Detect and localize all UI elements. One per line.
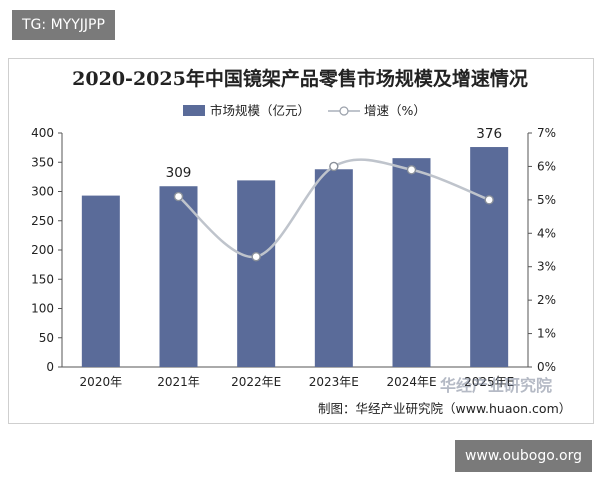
tag-label: TG: MYYJJPP bbox=[12, 10, 115, 40]
y-left-tick-label: 400 bbox=[31, 126, 54, 140]
bar bbox=[237, 180, 276, 367]
bar bbox=[81, 195, 120, 367]
chart-credit: 制图：华经产业研究院（www.huaon.com） bbox=[318, 401, 572, 416]
y-right-tick-label: 0% bbox=[537, 360, 556, 374]
y-left-tick-label: 150 bbox=[31, 272, 54, 286]
x-tick-label: 2021年 bbox=[157, 375, 200, 389]
bar bbox=[314, 169, 353, 367]
y-right-tick-label: 5% bbox=[537, 193, 556, 207]
y-left-tick-label: 250 bbox=[31, 214, 54, 228]
bar bbox=[392, 158, 431, 367]
x-tick-label: 2025年E bbox=[464, 375, 514, 389]
legend-marker-line bbox=[339, 106, 349, 116]
y-left-tick-label: 350 bbox=[31, 155, 54, 169]
y-left-tick-label: 300 bbox=[31, 185, 54, 199]
y-right-tick-label: 1% bbox=[537, 327, 556, 341]
x-tick-label: 2022年E bbox=[231, 375, 281, 389]
y-left-tick-label: 100 bbox=[31, 302, 54, 316]
y-right-tick-label: 7% bbox=[537, 126, 556, 140]
y-right-tick-label: 2% bbox=[537, 293, 556, 307]
watermark-bottom: www.oubogo.org bbox=[454, 440, 592, 472]
growth-point bbox=[484, 195, 494, 205]
bar bbox=[470, 147, 509, 367]
y-right-tick-label: 4% bbox=[537, 226, 556, 240]
bar bbox=[159, 186, 198, 367]
growth-point bbox=[406, 165, 417, 175]
y-left-tick-label: 0 bbox=[46, 360, 54, 374]
y-right-tick-label: 3% bbox=[537, 260, 556, 274]
legend-label-line: 增速（%） bbox=[364, 103, 426, 118]
x-tick-label: 2024年E bbox=[386, 375, 436, 389]
watermark-center: 华经产业研究院 bbox=[440, 376, 553, 395]
growth-point bbox=[329, 161, 339, 172]
y-left-tick-label: 50 bbox=[39, 331, 54, 345]
legend-label-bar: 市场规模（亿元） bbox=[210, 103, 310, 118]
legend-swatch-bar bbox=[183, 105, 205, 116]
x-tick-label: 2020年 bbox=[80, 375, 123, 389]
data-label: 309 bbox=[166, 165, 192, 181]
y-left-tick-label: 200 bbox=[31, 243, 54, 257]
chart-title: 2020-2025年中国镜架产品零售市场规模及增速情况 bbox=[72, 68, 528, 90]
growth-point bbox=[251, 251, 261, 262]
x-tick-label: 2023年E bbox=[309, 375, 359, 389]
y-right-tick-label: 6% bbox=[537, 159, 556, 173]
data-label: 376 bbox=[476, 126, 502, 142]
growth-point bbox=[173, 191, 184, 202]
